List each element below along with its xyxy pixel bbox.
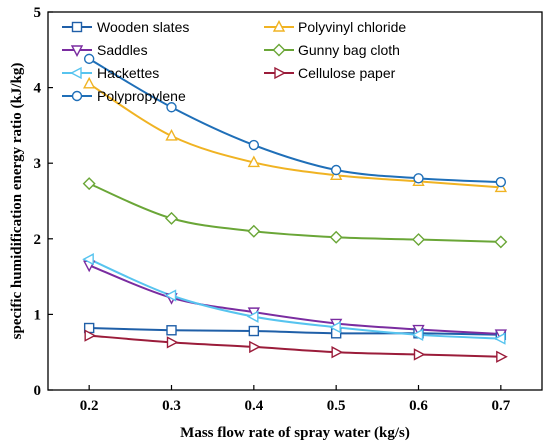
data-point-wooden-slates <box>248 325 260 337</box>
series-line-polyvinyl-chloride <box>88 82 501 189</box>
data-point-hackettes <box>82 253 94 266</box>
data-point-gunny-bag-cloth <box>82 177 96 191</box>
legend-swatch-marker <box>272 43 286 57</box>
x-tick-label: 0.3 <box>162 398 181 414</box>
legend-item-polypropylene: Polypropylene <box>62 88 186 104</box>
data-point-hackettes <box>246 310 259 323</box>
x-tick-label: 0.4 <box>244 398 263 414</box>
data-point-polypropylene <box>413 173 424 184</box>
y-tick-label: 2 <box>34 232 42 248</box>
series-markers <box>82 53 508 363</box>
y-tick-label: 4 <box>34 81 42 97</box>
data-point-polypropylene <box>166 102 177 113</box>
data-point-cellulose-paper <box>496 350 508 363</box>
y-tick-label: 5 <box>34 5 42 21</box>
legend-item-polyvinyl-chloride: Polyvinyl chloride <box>264 19 406 35</box>
data-point-polypropylene <box>248 139 260 151</box>
data-point-gunny-bag-cloth <box>412 233 425 247</box>
data-point-cellulose-paper <box>331 346 344 359</box>
legend-item-gunny-bag-cloth: Gunny bag cloth <box>264 42 400 58</box>
legend-label: Hackettes <box>97 65 159 81</box>
y-axis-label: specific humidification energy ratio (kJ… <box>9 63 25 340</box>
legend-item-saddles: Saddles <box>62 42 148 58</box>
data-point-polypropylene <box>83 53 95 65</box>
data-point-polyvinyl-chloride <box>247 155 260 168</box>
data-point-hackettes <box>411 328 424 341</box>
legend-item-wooden-slates: Wooden slates <box>62 19 189 35</box>
legend-item-cellulose-paper: Cellulose paper <box>264 65 396 81</box>
series-line-cellulose-paper <box>89 334 501 358</box>
legend-swatch-marker <box>71 21 83 33</box>
data-point-hackettes <box>329 321 341 334</box>
data-point-gunny-bag-cloth <box>329 230 343 244</box>
legend-swatch-marker <box>71 90 83 102</box>
x-axis-ticks: 0.2 0.3 0.4 0.5 0.6 0.7 <box>80 385 511 414</box>
data-point-cellulose-paper <box>166 336 179 349</box>
data-point-polypropylene <box>495 176 507 188</box>
series-line-saddles <box>88 264 501 336</box>
y-tick-label: 1 <box>34 307 42 323</box>
data-point-polypropylene <box>330 164 342 176</box>
legend-label: Saddles <box>97 42 148 58</box>
data-point-cellulose-paper <box>249 340 261 354</box>
x-axis-label: Mass flow rate of spray water (kg/s) <box>180 425 410 441</box>
legend-swatch-marker <box>272 19 286 32</box>
legend: Wooden slates Polyvinyl chloride Saddles Gu… <box>62 19 406 104</box>
data-point-hackettes <box>493 332 506 345</box>
series-line-wooden-slates <box>89 327 501 336</box>
data-point-gunny-bag-cloth <box>165 211 178 225</box>
plot-frame <box>47 11 543 391</box>
legend-label: Gunny bag cloth <box>298 42 400 58</box>
legend-label: Polyvinyl chloride <box>298 19 406 35</box>
y-tick-label: 0 <box>34 383 42 399</box>
series-line-gunny-bag-cloth <box>88 182 501 243</box>
data-point-gunny-bag-cloth <box>494 235 508 249</box>
legend-label: Polypropylene <box>97 88 186 104</box>
y-tick-label: 3 <box>34 156 42 172</box>
x-tick-label: 0.5 <box>327 398 346 414</box>
series-line-hackettes <box>88 258 501 340</box>
legend-swatch-marker <box>70 45 84 58</box>
data-point-polyvinyl-chloride <box>165 128 178 141</box>
data-point-cellulose-paper <box>84 329 97 342</box>
data-point-hackettes <box>164 289 177 302</box>
data-point-polyvinyl-chloride <box>83 76 96 89</box>
x-tick-label: 0.7 <box>491 398 510 414</box>
data-point-wooden-slates <box>166 325 177 336</box>
x-tick-label: 0.6 <box>409 398 428 414</box>
series-lines <box>88 58 501 358</box>
legend-swatch-marker <box>69 66 82 80</box>
legend-label: Wooden slates <box>97 19 189 35</box>
legend-label: Cellulose paper <box>298 65 396 81</box>
legend-item-hackettes: Hackettes <box>62 65 159 81</box>
y-axis-ticks: 0 1 2 3 4 5 <box>34 5 53 399</box>
series-line-polypropylene <box>88 58 501 184</box>
data-point-gunny-bag-cloth <box>247 224 261 238</box>
data-point-cellulose-paper <box>413 348 426 361</box>
x-tick-label: 0.2 <box>80 398 99 414</box>
legend-swatch-marker <box>274 66 287 80</box>
